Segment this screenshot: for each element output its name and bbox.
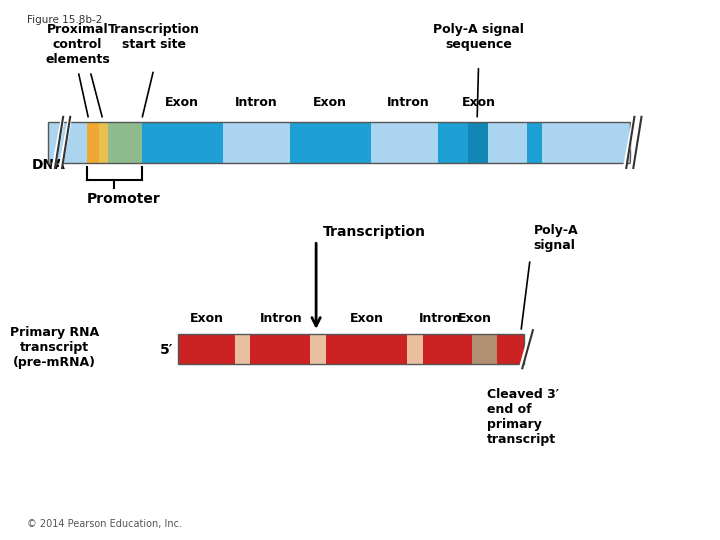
Text: DNA: DNA (32, 158, 66, 172)
Text: Poly-A signal
sequence: Poly-A signal sequence (433, 23, 524, 51)
Text: Poly-A
signal: Poly-A signal (534, 224, 578, 252)
Bar (372, 122, 438, 163)
Bar (179, 334, 235, 364)
Bar (86, 122, 99, 163)
Text: Exon: Exon (190, 312, 225, 325)
Bar (468, 122, 487, 163)
Text: Intron: Intron (259, 312, 302, 325)
Text: © 2014 Pearson Education, Inc.: © 2014 Pearson Education, Inc. (27, 519, 181, 529)
Bar (290, 122, 372, 163)
Text: Proximal
control
elements: Proximal control elements (45, 23, 110, 66)
Bar (235, 334, 251, 364)
Text: Transcription: Transcription (323, 225, 426, 239)
Bar (108, 122, 142, 163)
Bar (179, 334, 524, 364)
Bar (179, 334, 524, 364)
Bar (497, 334, 518, 364)
Text: Exon: Exon (462, 96, 495, 109)
Text: Cleaved 3′
end of
primary
transcript: Cleaved 3′ end of primary transcript (487, 388, 559, 446)
Bar (99, 122, 108, 163)
Bar (472, 334, 497, 364)
Text: Exon: Exon (313, 96, 347, 109)
Bar (251, 334, 310, 364)
Text: Intron: Intron (419, 312, 462, 325)
Text: Intron: Intron (387, 96, 429, 109)
Text: Promoter: Promoter (87, 192, 161, 206)
Bar (451, 334, 472, 364)
Text: Intron: Intron (235, 96, 277, 109)
Bar (142, 122, 223, 163)
Bar (310, 334, 326, 364)
Bar (48, 122, 630, 163)
Bar (423, 334, 451, 364)
Text: Exon: Exon (350, 312, 384, 325)
Text: Transcription
start site: Transcription start site (108, 23, 199, 51)
Bar (526, 122, 542, 163)
Bar (223, 122, 290, 163)
Bar (487, 122, 526, 163)
Bar (408, 334, 423, 364)
Text: Exon: Exon (458, 312, 492, 325)
Text: 5′: 5′ (160, 342, 174, 356)
Text: Exon: Exon (165, 96, 199, 109)
Bar (48, 122, 86, 163)
Text: Primary RNA
transcript
(pre-mRNA): Primary RNA transcript (pre-mRNA) (10, 326, 99, 369)
Bar (48, 122, 630, 163)
Bar (542, 122, 602, 163)
Bar (438, 122, 468, 163)
Bar (326, 334, 408, 364)
Text: Figure 15.8b-2: Figure 15.8b-2 (27, 15, 102, 25)
